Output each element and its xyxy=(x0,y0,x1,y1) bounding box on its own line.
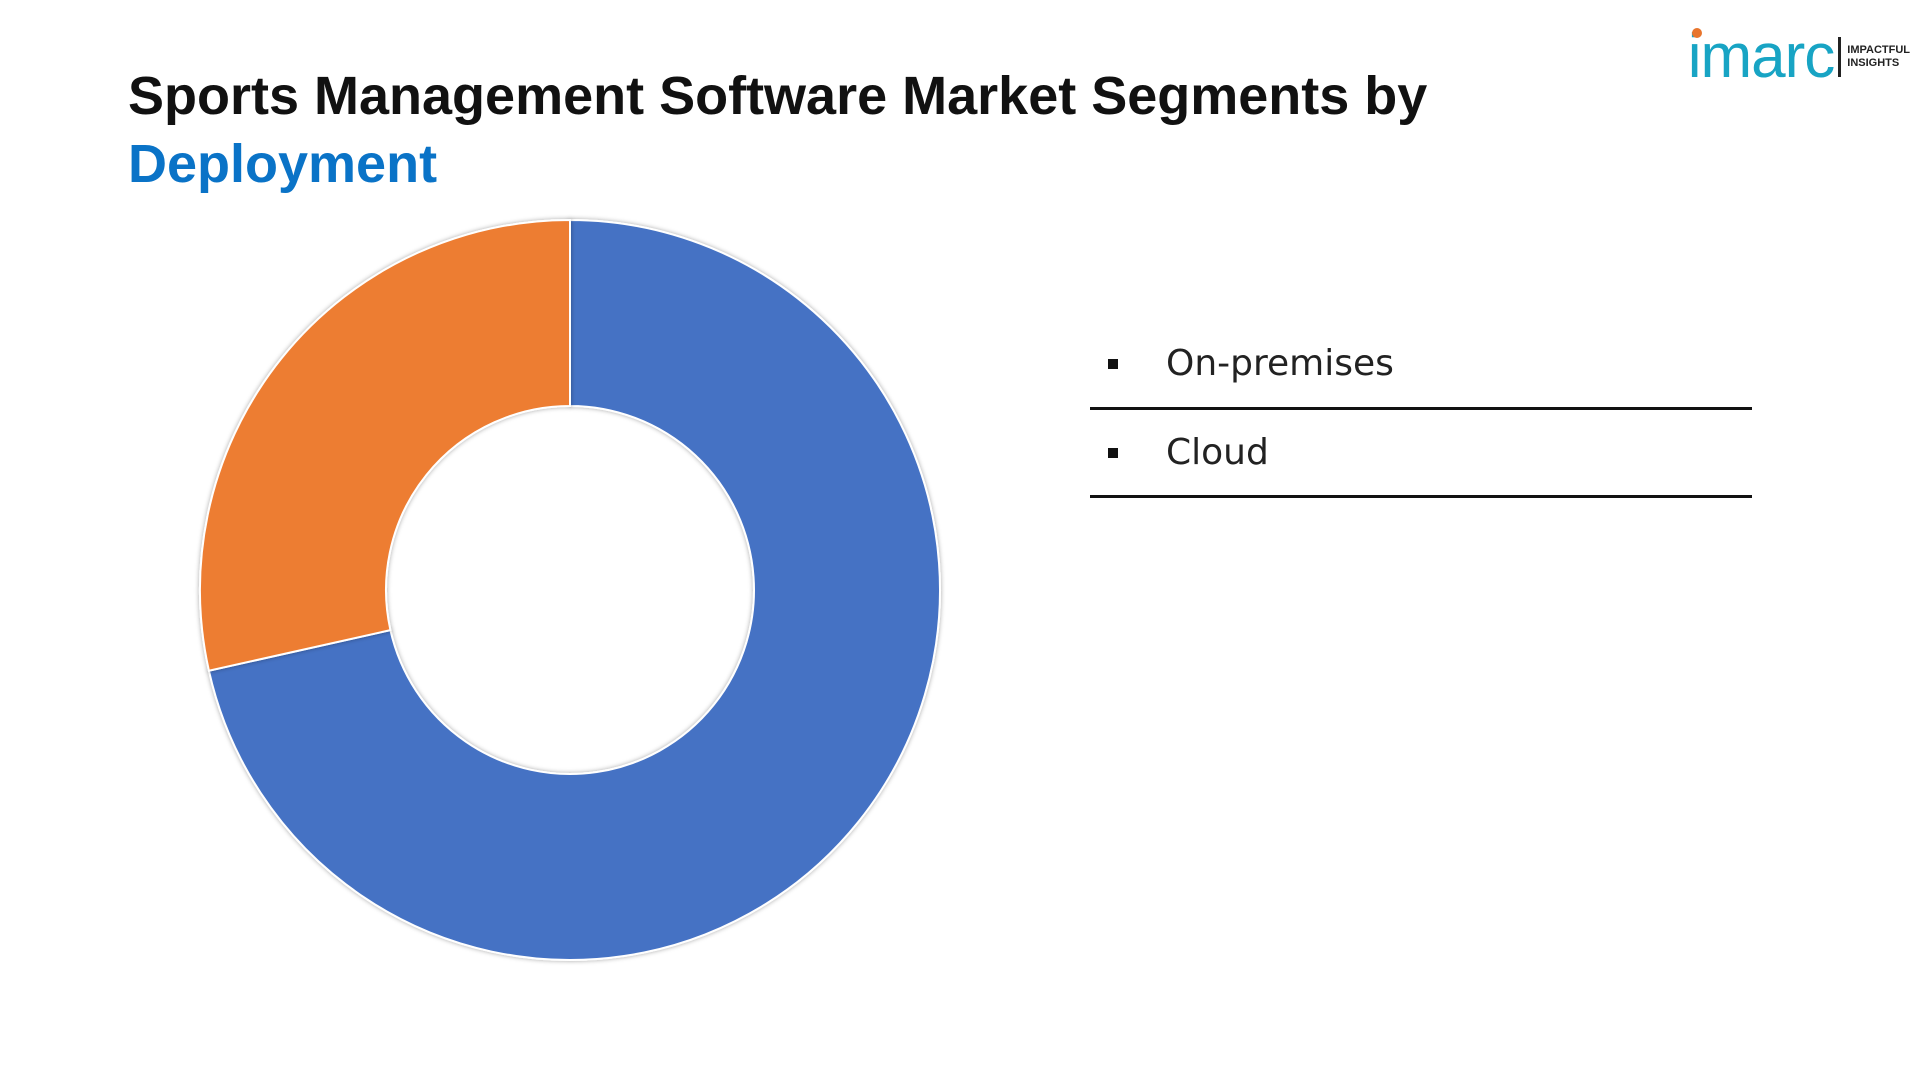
logo-tagline-line-2: INSIGHTS xyxy=(1847,57,1900,69)
donut-segments xyxy=(199,218,941,961)
chart-title: Sports Management Software Market Segmen… xyxy=(128,62,1427,198)
legend-bullet-icon xyxy=(1108,447,1118,458)
logo-tagline-line-1: IMPACTFUL xyxy=(1847,44,1910,56)
logo-dot-icon xyxy=(1691,28,1702,38)
logo-tagline: IMPACTFUL INSIGHTS xyxy=(1847,44,1910,70)
logo-divider xyxy=(1838,37,1842,77)
logo-wordmark: imarc xyxy=(1687,22,1836,92)
donut-chart xyxy=(199,218,941,961)
legend-bullet-icon xyxy=(1108,358,1118,369)
donut-slice-cloud xyxy=(199,218,571,672)
legend-item-cloud: Cloud xyxy=(1090,410,1752,498)
chart-title-line-2: Deployment xyxy=(128,134,438,194)
legend-item-on-premises: On-premises xyxy=(1090,320,1752,410)
imarc-logo: imarc IMPACTFUL INSIGHTS xyxy=(1688,22,1910,92)
legend: On-premises Cloud xyxy=(1090,320,1752,498)
legend-label: Cloud xyxy=(1166,432,1269,473)
donut-slice-on-premises xyxy=(207,218,941,961)
legend-label: On-premises xyxy=(1166,343,1394,384)
chart-title-line-1: Sports Management Software Market Segmen… xyxy=(128,66,1428,126)
logo-word-text: imarc xyxy=(1687,22,1836,91)
